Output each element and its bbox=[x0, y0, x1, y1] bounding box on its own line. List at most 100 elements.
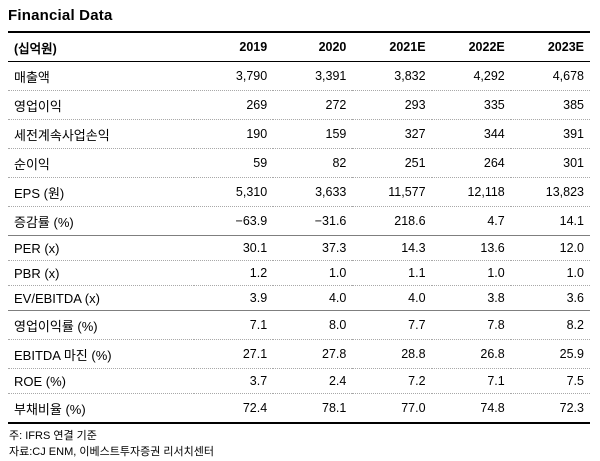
table-header-row: (십억원) 2019 2020 2021E 2022E 2023E bbox=[8, 32, 590, 62]
cell: 4.7 bbox=[431, 206, 511, 236]
unit-header: (십억원) bbox=[8, 32, 194, 62]
cell: 12,118 bbox=[431, 177, 511, 207]
cell: 72.3 bbox=[559, 401, 584, 415]
row-label: 영업이익률 (%) bbox=[8, 310, 194, 340]
table-row-operating-profit: 영업이익 269 272 293 335 385 bbox=[8, 90, 590, 120]
column-header-2021e: 2021E bbox=[352, 32, 432, 62]
cell: 272 bbox=[273, 90, 353, 120]
cell: 3,790 bbox=[194, 61, 274, 91]
cell: 264 bbox=[431, 148, 511, 178]
table-row-debt-ratio: 부채비율 (%) 72.4 78.1 77.0 74.8 72.3 bbox=[8, 394, 590, 424]
table-row-eps: EPS (원) 5,310 3,633 11,577 12,118 13,823 bbox=[8, 177, 590, 207]
cell: 3.7 bbox=[194, 368, 274, 394]
cell: 1.0 bbox=[510, 260, 590, 286]
page-title: Financial Data bbox=[8, 7, 113, 24]
cell: 7.1 bbox=[194, 310, 274, 340]
cell: 72.4 bbox=[242, 401, 268, 415]
cell: 74.8 bbox=[480, 401, 505, 415]
table-row-operating-margin: 영업이익률 (%) 7.1 8.0 7.7 7.8 8.2 bbox=[8, 310, 590, 340]
cell: 78.1 bbox=[322, 401, 347, 415]
cell: 7.2 bbox=[352, 368, 432, 394]
table-row-ev-ebitda: EV/EBITDA (x) 3.9 4.0 4.0 3.8 3.6 bbox=[8, 285, 590, 311]
cell: 11,577 bbox=[352, 177, 432, 207]
footnote-source: 자료:CJ ENM, 이베스트투자증권 리서치센터 bbox=[9, 445, 214, 458]
cell: 30.1 bbox=[194, 235, 274, 261]
row-label: 매출액 bbox=[8, 61, 194, 91]
cell: 3.9 bbox=[194, 285, 274, 311]
cell: 3.6 bbox=[510, 285, 590, 311]
cell: 1.1 bbox=[352, 260, 432, 286]
row-label: EBITDA 마진 (%) bbox=[8, 339, 194, 369]
column-header-2023e: 2023E bbox=[510, 32, 590, 62]
row-label: EV/EBITDA (x) bbox=[8, 285, 194, 311]
cell: 4,292 bbox=[431, 61, 511, 91]
cell: 190 bbox=[194, 119, 274, 149]
cell: 293 bbox=[352, 90, 432, 120]
cell: 12.0 bbox=[510, 235, 590, 261]
cell: 218.6 bbox=[352, 206, 432, 236]
cell: 7.8 bbox=[431, 310, 511, 340]
cell: 385 bbox=[510, 90, 590, 120]
column-header-2022e: 2022E bbox=[431, 32, 511, 62]
table-row-roe: ROE (%) 3.7 2.4 7.2 7.1 7.5 bbox=[8, 368, 590, 394]
cell: 26.8 bbox=[431, 339, 511, 369]
cell: 391 bbox=[510, 119, 590, 149]
footnote-basis: 주: IFRS 연결 기준 bbox=[9, 430, 97, 442]
cell: 82 bbox=[273, 148, 353, 178]
row-label: 증감률 (%) bbox=[8, 206, 194, 236]
row-label: 세전계속사업손익 bbox=[8, 119, 194, 149]
cell: 14.3 bbox=[352, 235, 432, 261]
cell: 3.8 bbox=[431, 285, 511, 311]
cell: 37.3 bbox=[273, 235, 353, 261]
cell: 14.1 bbox=[510, 206, 590, 236]
cell: −31.6 bbox=[273, 206, 353, 236]
table-row-net-income: 순이익 59 82 251 264 301 bbox=[8, 148, 590, 178]
cell: 1.0 bbox=[273, 260, 353, 286]
footnotes: 주: IFRS 연결 기준 자료:CJ ENM, 이베스트투자증권 리서치센터 bbox=[8, 424, 590, 461]
cell: 7.5 bbox=[510, 368, 590, 394]
cell: 1.2 bbox=[194, 260, 274, 286]
cell: 13,823 bbox=[510, 177, 590, 207]
cell: 77.0 bbox=[401, 401, 426, 415]
cell: 4,678 bbox=[510, 61, 590, 91]
row-label: 영업이익 bbox=[8, 90, 194, 120]
row-label: PER (x) bbox=[8, 235, 194, 261]
cell: 269 bbox=[194, 90, 274, 120]
cell: 8.2 bbox=[510, 310, 590, 340]
cell: 4.0 bbox=[352, 285, 432, 311]
cell: 8.0 bbox=[273, 310, 353, 340]
row-label: 순이익 bbox=[8, 148, 194, 178]
cell: 159 bbox=[273, 119, 353, 149]
column-header-2020: 2020 bbox=[273, 32, 353, 62]
cell: 5,310 bbox=[194, 177, 274, 207]
cell: 28.8 bbox=[352, 339, 432, 369]
cell: 59 bbox=[194, 148, 274, 178]
cell: 327 bbox=[352, 119, 432, 149]
cell: −63.9 bbox=[194, 206, 274, 236]
cell: 344 bbox=[431, 119, 511, 149]
table-row-ebitda-margin: EBITDA 마진 (%) 27.1 27.8 28.8 26.8 25.9 bbox=[8, 339, 590, 369]
cell: 3,391 bbox=[273, 61, 353, 91]
row-label: PBR (x) bbox=[8, 260, 194, 286]
table-row-revenue: 매출액 3,790 3,391 3,832 4,292 4,678 bbox=[8, 61, 590, 91]
cell: 335 bbox=[431, 90, 511, 120]
cell: 4.0 bbox=[273, 285, 353, 311]
cell: 3,633 bbox=[273, 177, 353, 207]
cell: 7.7 bbox=[352, 310, 432, 340]
cell: 7.1 bbox=[431, 368, 511, 394]
table-row-eps-growth: 증감률 (%) −63.9 −31.6 218.6 4.7 14.1 bbox=[8, 206, 590, 236]
table-row-pretax-income: 세전계속사업손익 190 159 327 344 391 bbox=[8, 119, 590, 149]
row-label: 부채비율 (%) bbox=[14, 401, 86, 417]
cell: 25.9 bbox=[510, 339, 590, 369]
column-header-2019: 2019 bbox=[194, 32, 274, 62]
cell: 13.6 bbox=[431, 235, 511, 261]
cell: 3,832 bbox=[352, 61, 432, 91]
cell: 301 bbox=[510, 148, 590, 178]
cell: 251 bbox=[352, 148, 432, 178]
cell: 2.4 bbox=[273, 368, 353, 394]
table-row-pbr: PBR (x) 1.2 1.0 1.1 1.0 1.0 bbox=[8, 260, 590, 286]
cell: 27.1 bbox=[194, 339, 274, 369]
row-label: ROE (%) bbox=[8, 368, 194, 394]
financial-table: (십억원) 2019 2020 2021E 2022E 2023E 매출액 3,… bbox=[8, 31, 590, 424]
